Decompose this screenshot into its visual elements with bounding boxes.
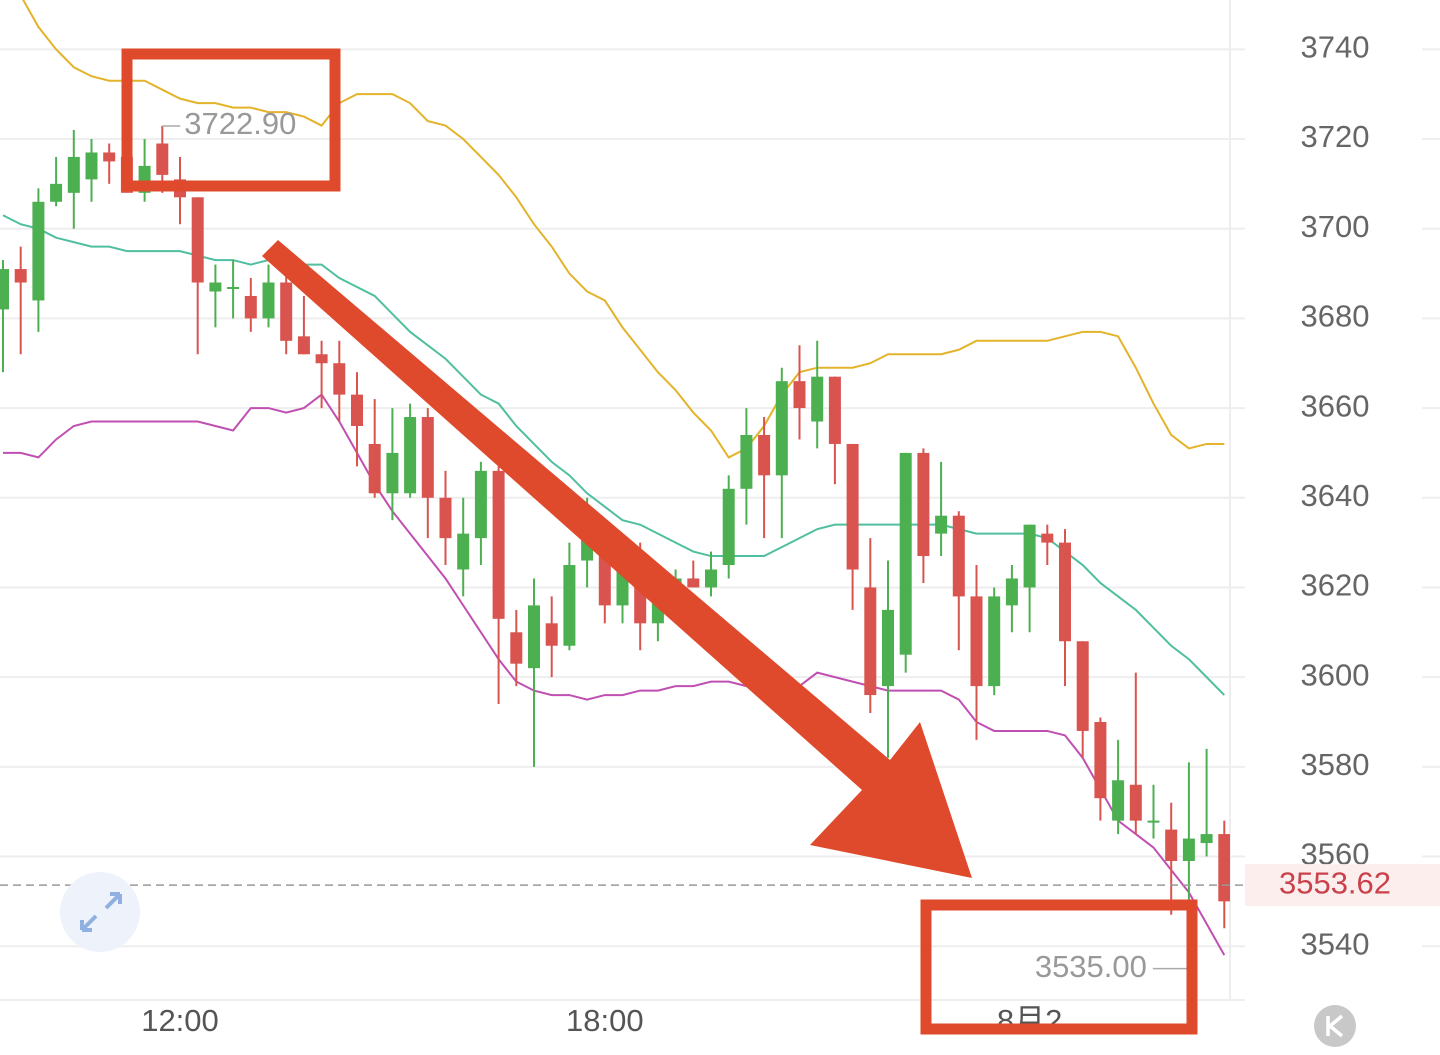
- candle-body: [50, 183, 63, 202]
- y-tick-label: 3600: [1301, 657, 1370, 692]
- band-line: [2, 214, 1226, 696]
- plot-area: [0, 0, 1230, 969]
- candle-body: [970, 596, 983, 687]
- candle-body: [1182, 838, 1195, 861]
- expand-icon: [80, 892, 122, 932]
- candle-body: [917, 452, 930, 557]
- y-tick-label: 3540: [1301, 926, 1370, 961]
- candle-body: [439, 497, 452, 539]
- candle-body: [1165, 829, 1178, 861]
- trend-arrow: [262, 240, 972, 878]
- candle-body: [775, 381, 788, 476]
- candle-body: [262, 282, 275, 319]
- candle-body: [1041, 533, 1054, 543]
- candle-body: [280, 282, 293, 341]
- candle-body: [85, 152, 98, 180]
- candle-body: [1218, 834, 1230, 902]
- candle-body: [404, 417, 417, 494]
- candle-body: [722, 488, 735, 566]
- annotation-label: 3535.00: [1035, 949, 1147, 984]
- candle-body: [297, 336, 310, 355]
- candle-body: [492, 470, 505, 619]
- candle-body: [1200, 834, 1213, 844]
- candle-body: [988, 596, 1001, 687]
- candle-body: [935, 515, 948, 534]
- candle-body: [1059, 542, 1071, 642]
- candle-body: [351, 394, 363, 427]
- y-tick-label: 3660: [1301, 388, 1370, 423]
- candle-body: [705, 569, 717, 588]
- annotation-label: 3722.90: [184, 106, 296, 141]
- candle-body: [528, 605, 540, 669]
- candle-body: [882, 609, 894, 687]
- candle-body: [952, 515, 965, 597]
- y-tick-label: 3620: [1301, 568, 1370, 603]
- band-line: [22, 0, 1225, 459]
- candle-body: [1112, 780, 1125, 821]
- candle-body: [545, 623, 558, 646]
- highlight-box: [920, 899, 1198, 1035]
- candle-body: [1129, 784, 1142, 821]
- candle-body: [1094, 721, 1107, 799]
- candle-body: [1005, 578, 1018, 606]
- candle-body: [457, 533, 470, 570]
- candle-body: [1023, 524, 1036, 588]
- candle-body: [156, 143, 169, 175]
- kline-button[interactable]: [1314, 1005, 1356, 1047]
- kline-icon: [1326, 1014, 1344, 1038]
- last-price-box: [1245, 864, 1440, 907]
- candle-body: [315, 354, 328, 364]
- candle-body: [811, 376, 824, 422]
- last-price-label: 3553.62: [1279, 865, 1391, 900]
- candle-body: [899, 452, 912, 655]
- candle-body: [67, 156, 80, 193]
- candle-body: [864, 587, 877, 696]
- candle-body: [687, 578, 700, 588]
- candle-body: [828, 376, 841, 444]
- candle-body: [758, 434, 771, 476]
- candle-body: [368, 443, 381, 494]
- candle-body: [32, 201, 45, 301]
- y-tick-label: 3720: [1301, 119, 1370, 154]
- y-tick-label: 3640: [1301, 478, 1370, 513]
- candle-body: [474, 470, 487, 539]
- band-line: [3, 393, 1226, 956]
- candle-body: [1147, 820, 1160, 823]
- candle-body: [846, 443, 859, 570]
- candle-body: [386, 452, 399, 494]
- candle-body: [1076, 641, 1089, 731]
- highlight-box: [121, 48, 341, 192]
- x-tick-label: 18:00: [566, 1003, 644, 1038]
- candle-body: [244, 295, 257, 319]
- candle-body: [793, 381, 806, 409]
- y-tick-label: 3680: [1301, 299, 1370, 334]
- y-tick-label: 3580: [1301, 747, 1370, 782]
- candle-body: [421, 417, 434, 498]
- candle-body: [103, 152, 116, 162]
- expand-button[interactable]: [60, 872, 140, 952]
- y-tick-label: 3700: [1301, 209, 1370, 244]
- candle-body: [510, 632, 523, 664]
- candle-body: [191, 197, 204, 283]
- candle-body: [740, 434, 753, 489]
- candle-body: [14, 269, 27, 283]
- candle-body: [0, 269, 9, 310]
- y-tick-label: 3740: [1301, 30, 1370, 65]
- candle-body: [209, 282, 222, 292]
- candle-body: [227, 286, 240, 289]
- candle-body: [563, 565, 576, 646]
- x-tick-label: 12:00: [141, 1003, 219, 1038]
- candle-body: [333, 363, 346, 395]
